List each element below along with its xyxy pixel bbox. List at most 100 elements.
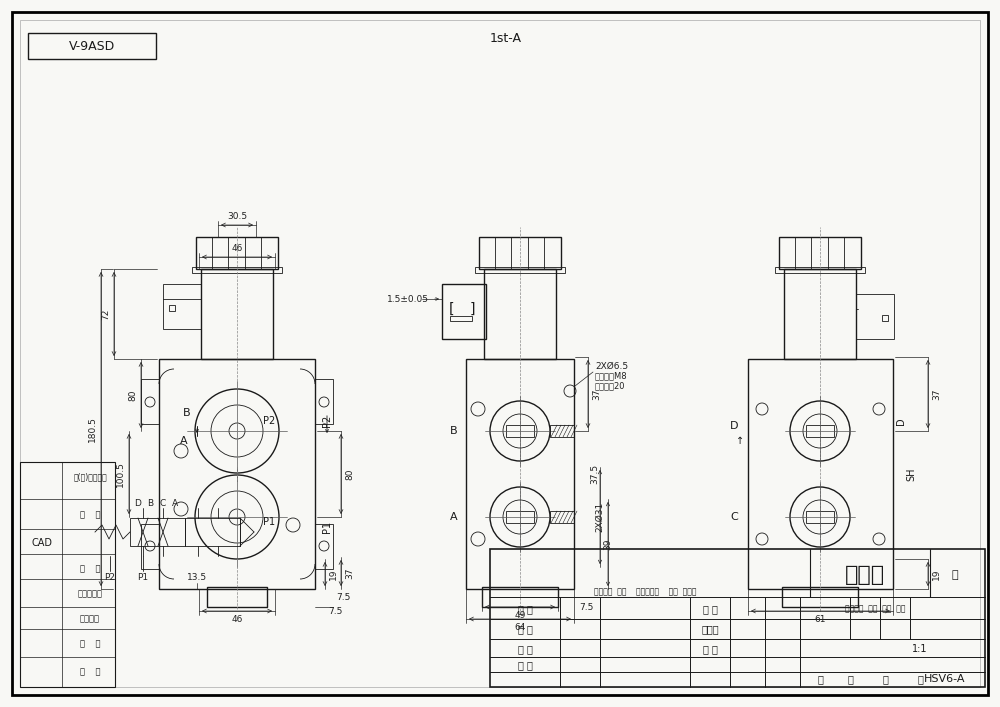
Text: 信(通)用件登记: 信(通)用件登记 <box>73 472 107 481</box>
Text: 旧底图总号: 旧底图总号 <box>78 590 103 599</box>
Text: P2: P2 <box>104 573 116 583</box>
Text: A: A <box>180 436 188 446</box>
Bar <box>28 33 156 59</box>
Text: A: A <box>172 500 178 508</box>
Text: CAD: CAD <box>32 538 52 548</box>
Text: C: C <box>160 500 166 508</box>
Text: 背面螺纹M8: 背面螺纹M8 <box>595 371 628 380</box>
Text: 1.5±0.05: 1.5±0.05 <box>387 295 429 303</box>
Text: 司: 司 <box>952 570 958 580</box>
Bar <box>782 587 858 607</box>
Text: 80: 80 <box>128 390 137 401</box>
Text: P1: P1 <box>322 521 332 533</box>
Bar <box>806 511 834 523</box>
Bar <box>466 359 574 589</box>
Text: 64: 64 <box>514 623 526 632</box>
Text: 7.5: 7.5 <box>336 593 350 602</box>
Text: 共: 共 <box>817 674 823 684</box>
Text: 批 准: 批 准 <box>703 644 717 654</box>
Text: B: B <box>450 426 458 436</box>
Text: 张: 张 <box>917 674 923 684</box>
Bar <box>185 518 240 546</box>
Text: C: C <box>730 512 738 522</box>
Bar <box>806 425 834 437</box>
Bar <box>141 379 159 424</box>
Text: 7.5: 7.5 <box>328 607 342 616</box>
Bar <box>207 587 267 607</box>
Text: 描    校: 描 校 <box>80 564 100 573</box>
Text: 61: 61 <box>815 615 826 624</box>
Bar <box>159 359 315 589</box>
Text: P1: P1 <box>137 573 149 583</box>
Text: 制 图: 制 图 <box>518 624 532 634</box>
Bar <box>20 462 115 687</box>
Text: B: B <box>183 408 191 418</box>
Text: 100.5: 100.5 <box>116 461 125 487</box>
Text: 37: 37 <box>592 388 601 399</box>
Text: D: D <box>896 417 906 425</box>
Bar <box>315 524 333 569</box>
Bar <box>779 237 861 269</box>
Bar <box>748 359 893 589</box>
Text: 工 艺: 工 艺 <box>703 604 717 614</box>
Bar <box>856 294 894 339</box>
Text: 张: 张 <box>847 674 853 684</box>
Text: 46: 46 <box>231 615 243 624</box>
Text: P2: P2 <box>263 416 275 426</box>
Text: 底图总号: 底图总号 <box>80 614 100 624</box>
Bar <box>196 237 278 269</box>
Text: 2XØ31: 2XØ31 <box>596 502 604 532</box>
Text: 签    字: 签 字 <box>80 640 100 648</box>
Bar <box>169 305 175 311</box>
Text: 有效深度20: 有效深度20 <box>595 382 626 390</box>
Bar <box>192 267 282 273</box>
Text: 19: 19 <box>329 568 338 580</box>
Bar <box>784 269 856 359</box>
Text: 49: 49 <box>514 611 526 620</box>
Text: 13.5: 13.5 <box>187 573 207 581</box>
Text: 19: 19 <box>932 568 941 580</box>
Text: D: D <box>730 421 738 431</box>
Text: 1:1: 1:1 <box>912 644 928 654</box>
Bar <box>482 587 558 607</box>
Bar <box>479 237 561 269</box>
Text: 1st-A: 1st-A <box>490 33 522 45</box>
Text: 阶段标记  数量  重量  比例: 阶段标记 数量 重量 比例 <box>845 604 905 614</box>
Bar <box>506 511 534 523</box>
Text: P1: P1 <box>263 517 275 527</box>
Text: 外形图: 外形图 <box>845 565 885 585</box>
Text: 第: 第 <box>882 674 888 684</box>
Text: 2XØ6.5: 2XØ6.5 <box>595 361 628 370</box>
Text: 日    期: 日 期 <box>80 667 100 677</box>
Bar <box>484 269 556 359</box>
Bar <box>130 518 185 546</box>
Bar <box>550 511 574 523</box>
Text: 标准化: 标准化 <box>701 624 719 634</box>
Text: D: D <box>135 500 141 508</box>
Text: [: [ <box>449 302 455 316</box>
Text: SH: SH <box>906 467 916 481</box>
Bar <box>315 379 333 424</box>
Text: 46: 46 <box>231 244 243 253</box>
Text: 30.5: 30.5 <box>227 212 247 221</box>
Text: 37.5: 37.5 <box>590 464 600 484</box>
Text: B: B <box>147 500 153 508</box>
Text: 72: 72 <box>101 308 110 320</box>
Text: V-9ASD: V-9ASD <box>69 40 115 52</box>
Bar <box>506 425 534 437</box>
Text: 描    图: 描 图 <box>80 510 100 520</box>
Bar <box>442 284 486 339</box>
Text: A: A <box>450 512 458 522</box>
Text: 80: 80 <box>345 468 354 480</box>
Bar <box>163 284 201 329</box>
Text: 39: 39 <box>604 538 612 550</box>
Bar <box>775 267 865 273</box>
Bar <box>141 524 159 569</box>
Text: ↑: ↑ <box>736 436 744 446</box>
Bar <box>490 549 985 687</box>
Text: 标记处类  分区    更改文件号    签名  年月日: 标记处类 分区 更改文件号 签名 年月日 <box>594 588 696 597</box>
Text: 37: 37 <box>932 388 941 399</box>
Text: 7.5: 7.5 <box>579 602 593 612</box>
Bar <box>201 269 273 359</box>
Bar <box>882 315 888 321</box>
